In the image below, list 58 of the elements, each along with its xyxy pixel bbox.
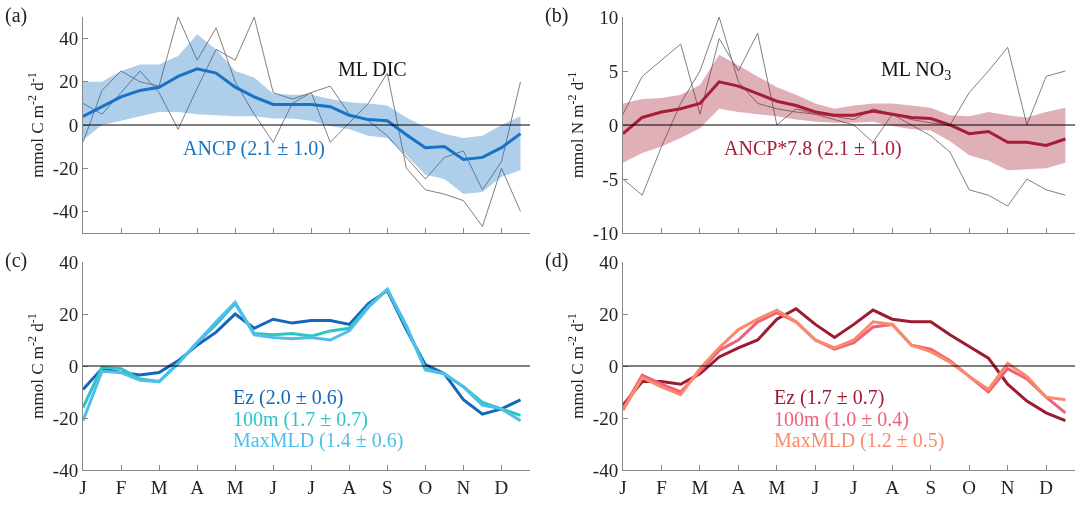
x-tick-label: M bbox=[768, 476, 786, 498]
text: 100m (1.7 ± 0.7) bbox=[233, 408, 368, 431]
y-tick-label: 5 bbox=[608, 60, 619, 82]
y-tick-label: 0 bbox=[608, 114, 619, 136]
y-tick-label: 20 bbox=[599, 303, 619, 325]
y-tick-label: -5 bbox=[602, 168, 619, 190]
x-tick-label: J bbox=[619, 476, 627, 498]
text: Ez (1.7 ± 0.7) bbox=[774, 386, 885, 409]
annotation: ML DIC bbox=[338, 58, 407, 80]
y-tick-label: 0 bbox=[608, 355, 619, 377]
x-tick-label: J bbox=[307, 476, 315, 498]
text: MaxMLD (1.4 ± 0.6) bbox=[233, 429, 404, 452]
x-tick-label: F bbox=[115, 476, 127, 498]
text: 100m (1.0 ± 0.4) bbox=[774, 408, 909, 431]
x-tick-label: S bbox=[925, 476, 937, 498]
y-tick-label: 40 bbox=[59, 28, 79, 50]
y-tick-label: 20 bbox=[59, 303, 79, 325]
y-tick-label: 0 bbox=[68, 355, 79, 377]
x-tick-label: J bbox=[79, 476, 87, 498]
x-tick-label: A bbox=[885, 476, 900, 498]
x-tick-label: A bbox=[342, 476, 357, 498]
chart-title: (a) bbox=[5, 4, 28, 27]
y-tick-label: -40 bbox=[592, 459, 619, 481]
chart-title: (b) bbox=[545, 4, 569, 27]
x-tick-label: D bbox=[494, 476, 509, 498]
x-tick-label: S bbox=[382, 476, 393, 498]
y-tick-label: -20 bbox=[592, 407, 619, 429]
x-tick-label: M bbox=[691, 476, 709, 498]
y-tick-label: -20 bbox=[52, 407, 79, 429]
y-tick-label: 20 bbox=[59, 71, 79, 93]
y-tick-label: 40 bbox=[59, 251, 79, 273]
x-tick-label: F bbox=[656, 476, 667, 498]
x-tick-label: O bbox=[962, 476, 977, 498]
chart-title: (c) bbox=[5, 249, 28, 272]
x-tick-label: D bbox=[1039, 476, 1054, 498]
y-tick-label: -40 bbox=[52, 459, 79, 481]
x-tick-label: M bbox=[150, 476, 168, 498]
chart-title: (d) bbox=[545, 249, 569, 272]
y-tick-label: 10 bbox=[599, 6, 619, 28]
y-tick-label: -40 bbox=[52, 201, 79, 223]
y-tick-label: -10 bbox=[592, 222, 619, 244]
text: Ez (2.0 ± 0.6) bbox=[233, 386, 344, 409]
text: MaxMLD (1.2 ± 0.5) bbox=[774, 429, 945, 452]
x-tick-label: J bbox=[269, 476, 277, 498]
y-tick-label: 40 bbox=[599, 251, 619, 273]
series-label: ANCP (2.1 ± 1.0) bbox=[183, 137, 325, 160]
x-tick-label: A bbox=[190, 476, 205, 498]
x-tick-label: M bbox=[226, 476, 244, 498]
series-label: ANCP*7.8 (2.1 ± 1.0) bbox=[724, 137, 902, 160]
x-tick-label: O bbox=[418, 476, 433, 498]
x-tick-label: A bbox=[731, 476, 746, 498]
y-tick-label: -20 bbox=[52, 157, 79, 179]
x-tick-label: N bbox=[1000, 476, 1015, 498]
x-tick-label: J bbox=[811, 476, 820, 498]
annotation: ML NO$_{3}$ bbox=[881, 58, 952, 84]
y-tick-label: 0 bbox=[68, 114, 79, 136]
x-tick-label: J bbox=[850, 476, 858, 498]
x-tick-label: N bbox=[456, 476, 471, 498]
